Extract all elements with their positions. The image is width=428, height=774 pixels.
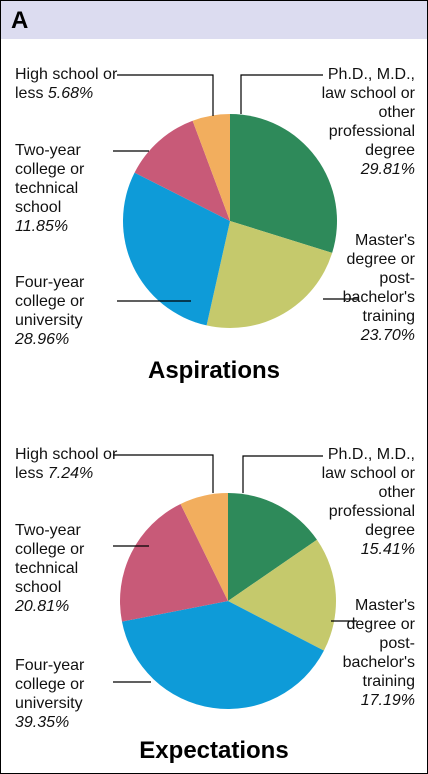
pie-slice xyxy=(206,221,333,329)
slice-label: Master's degree or post-bachelor's train… xyxy=(333,596,415,710)
leader-line xyxy=(240,74,323,114)
category-name: Two-year college or technical school xyxy=(15,142,85,216)
category-name: Ph.D., M.D., law school or other profess… xyxy=(321,446,415,539)
chart-title: Expectations xyxy=(139,737,289,764)
slice-label: Four-year college or university 39.35% xyxy=(15,656,125,732)
slice-label: Master's degree or post-bachelor's train… xyxy=(333,231,415,345)
category-name: Two-year college or technical school xyxy=(15,522,85,596)
pie-slice xyxy=(134,120,230,221)
value-label: 11.85% xyxy=(15,218,69,235)
pie-slice xyxy=(192,114,230,221)
leader-line xyxy=(117,74,214,116)
panel-label: A xyxy=(11,7,29,34)
value-label: 20.81% xyxy=(15,598,70,615)
slice-label: Two-year college or technical school 20.… xyxy=(15,521,115,616)
value-label: 17.19% xyxy=(360,692,415,709)
pie-slice xyxy=(180,493,228,601)
category-name: High school or less xyxy=(15,446,118,482)
category-name: Ph.D., M.D., law school or other profess… xyxy=(321,66,415,159)
value-label: 39.35% xyxy=(15,714,70,731)
pie-slice xyxy=(121,601,324,710)
category-name: Master's degree or post-bachelor's train… xyxy=(342,597,415,690)
panel-header: A xyxy=(1,1,427,39)
value-label: 29.81% xyxy=(360,161,415,178)
value-label: 5.68% xyxy=(47,85,94,102)
pie-slice xyxy=(120,503,228,622)
slice-label: High school or less 7.24% xyxy=(15,445,145,483)
slice-label: Two-year college or technical school 11.… xyxy=(15,141,115,236)
category-name: Master's degree or post-bachelor's train… xyxy=(342,232,415,325)
category-name: Four-year college or university xyxy=(15,274,85,329)
pie-slice xyxy=(228,493,317,601)
category-name: High school or less xyxy=(15,66,118,102)
leader-line xyxy=(113,454,214,493)
chart-title: Aspirations xyxy=(147,357,281,384)
pie-slice xyxy=(228,539,337,651)
pie-slice xyxy=(123,172,230,326)
category-name: Four-year college or university xyxy=(15,657,85,712)
value-label: 28.96% xyxy=(15,331,70,348)
value-label: 23.70% xyxy=(360,327,415,344)
slice-label: Ph.D., M.D., law school or other profess… xyxy=(311,65,415,179)
slice-label: Ph.D., M.D., law school or other profess… xyxy=(311,445,415,559)
value-label: 15.41% xyxy=(360,541,415,558)
pie-slice xyxy=(230,114,337,253)
leader-line xyxy=(242,455,323,493)
slice-label: High school or less 5.68% xyxy=(15,65,145,103)
slice-label: Four-year college or university 28.96% xyxy=(15,273,125,349)
value-label: 7.24% xyxy=(47,465,94,482)
